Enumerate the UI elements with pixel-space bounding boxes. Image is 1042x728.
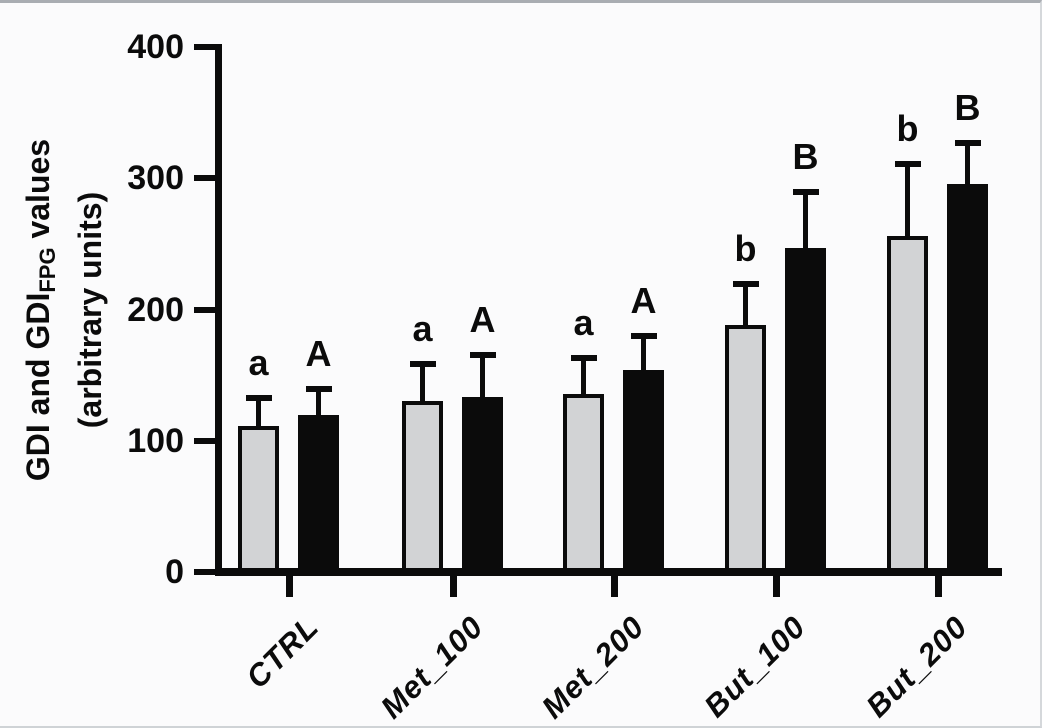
x-axis-tick-But_200 <box>934 576 942 597</box>
x-axis-tick-Met_100 <box>449 576 457 597</box>
significance-letter-But_100-GDI: b <box>734 227 757 269</box>
error-bar-stem-CTRL-GDI_FPG <box>316 385 321 418</box>
y-axis-tick-300 <box>194 175 215 182</box>
y-axis-tick-200 <box>194 306 215 313</box>
bar-black-But_200 <box>947 183 988 576</box>
significance-letter-But_100-GDI_FPG: B <box>792 135 819 177</box>
y-axis-tick-label-0: 0 <box>165 553 184 591</box>
bar-gray-Met_200 <box>563 393 604 576</box>
error-bar-cap-But_200-GDI_FPG <box>954 140 981 147</box>
bar-gray-Met_100 <box>402 401 443 576</box>
x-axis-label-Met_100: Met_100 <box>373 609 490 726</box>
x-axis-tick-Met_200 <box>610 576 618 597</box>
bar-black-But_100 <box>785 247 826 576</box>
bar-gray-But_100 <box>725 325 766 576</box>
significance-letter-CTRL-GDI: a <box>248 341 269 383</box>
error-bar-cap-CTRL-GDI <box>245 394 272 401</box>
error-bar-cap-Met_100-GDI_FPG <box>469 351 496 358</box>
significance-letter-But_200-GDI: b <box>896 108 919 150</box>
error-bar-cap-But_100-GDI_FPG <box>792 188 819 195</box>
error-bar-cap-Met_100-GDI <box>409 360 436 367</box>
y-axis-tick-400 <box>194 44 215 50</box>
x-axis-label-CTRL: CTRL <box>239 609 326 696</box>
bar-gray-CTRL <box>238 426 279 576</box>
error-bar-cap-But_200-GDI <box>894 161 921 168</box>
error-bar-cap-CTRL-GDI_FPG <box>305 385 332 392</box>
significance-letter-But_200-GDI_FPG: B <box>954 87 981 129</box>
y-axis-tick-label-200: 200 <box>127 290 184 329</box>
y-axis-tick-100 <box>194 437 215 444</box>
bar-black-CTRL <box>298 414 339 576</box>
error-bar-cap-Met_200-GDI_FPG <box>630 333 657 340</box>
error-bar-stem-Met_100-GDI_FPG <box>480 351 485 401</box>
x-axis-line <box>215 568 1002 576</box>
error-bar-stem-But_200-GDI <box>905 161 910 239</box>
error-bar-cap-Met_200-GDI <box>570 355 597 362</box>
error-bar-stem-Met_200-GDI <box>581 355 586 397</box>
error-bar-cap-But_100-GDI <box>732 280 759 287</box>
bar-gray-But_200 <box>887 236 928 576</box>
x-axis-label-Met_200: Met_200 <box>534 609 651 726</box>
error-bar-stem-But_200-GDI_FPG <box>965 140 970 187</box>
x-axis-label-But_100: But_100 <box>697 609 813 724</box>
x-axis-tick-But_100 <box>772 576 780 597</box>
x-axis-label-But_200: But_200 <box>859 609 975 724</box>
y-axis-line <box>215 44 222 576</box>
significance-letter-Met_200-GDI_FPG: A <box>630 280 657 322</box>
x-axis-tick-CTRL <box>285 576 293 597</box>
significance-letter-CTRL-GDI_FPG: A <box>305 332 332 374</box>
error-bar-stem-CTRL-GDI <box>256 394 261 430</box>
y-axis-tick-label-300: 300 <box>127 159 184 198</box>
y-axis-title-text: GDI and GDI <box>20 292 56 482</box>
y-axis-title-text-suffix: values <box>20 138 56 248</box>
error-bar-stem-Met_100-GDI <box>420 360 425 405</box>
error-bar-stem-Met_200-GDI_FPG <box>641 333 646 373</box>
bar-black-Met_100 <box>462 397 503 576</box>
significance-letter-Met_100-GDI: a <box>412 307 433 349</box>
y-axis-tick-label-100: 100 <box>127 421 184 460</box>
y-axis-tick-0 <box>194 569 215 575</box>
error-bar-stem-But_100-GDI_FPG <box>803 188 808 251</box>
y-axis-tick-label-400: 400 <box>127 28 184 66</box>
y-axis-title-subscript: FPG <box>35 247 60 293</box>
significance-letter-Met_200-GDI: a <box>573 302 594 344</box>
significance-letter-Met_100-GDI_FPG: A <box>469 298 496 340</box>
bar-black-Met_200 <box>623 369 664 576</box>
error-bar-stem-But_100-GDI <box>743 280 748 329</box>
